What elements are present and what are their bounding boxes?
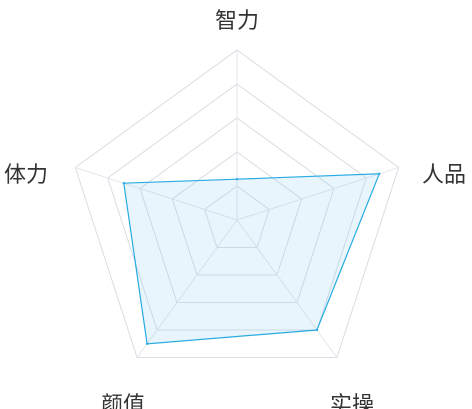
series-0-point-1 bbox=[378, 172, 381, 175]
axis-label-1: 人品 bbox=[422, 163, 466, 188]
series-0-point-4 bbox=[122, 182, 126, 185]
radar-grid bbox=[74, 49, 400, 358]
radar-series bbox=[122, 172, 381, 345]
axis-spoke-1 bbox=[236, 167, 399, 221]
axis-label-2: 实操 bbox=[330, 393, 374, 409]
grid-ring-2 bbox=[171, 151, 303, 276]
grid-ring-1 bbox=[204, 185, 270, 248]
axis-spoke-3 bbox=[136, 219, 238, 358]
series-0-point-3 bbox=[145, 342, 149, 345]
series-0-point-0 bbox=[235, 178, 239, 181]
series-area-0 bbox=[123, 173, 381, 345]
axis-label-3: 颜值 bbox=[101, 393, 145, 409]
axis-label-0: 智力 bbox=[215, 9, 259, 34]
axis-label-4: 体力 bbox=[4, 163, 48, 188]
grid-ring-3 bbox=[139, 117, 335, 303]
axis-spoke-2 bbox=[236, 219, 338, 358]
axis-spoke-4 bbox=[75, 167, 238, 221]
radar-axis-labels: 智力 人品 实操 颜值 体力 bbox=[4, 9, 466, 409]
radar-spokes bbox=[75, 50, 399, 358]
grid-ring-5 bbox=[74, 49, 400, 358]
grid-ring-4 bbox=[107, 83, 367, 331]
series-0-point-2 bbox=[315, 328, 319, 332]
